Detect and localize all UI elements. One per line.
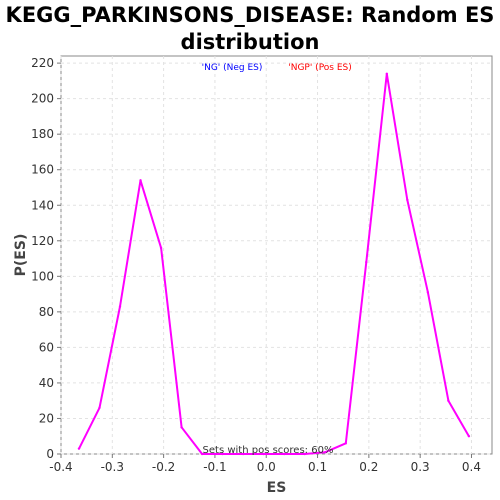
chart-title: KEGG_PARKINSONS_DISEASE: Random ES distr… bbox=[0, 2, 500, 56]
x-tick-label: 0.0 bbox=[257, 460, 276, 474]
y-tick-label: 20 bbox=[39, 411, 54, 425]
data-point bbox=[426, 291, 430, 294]
y-tick-label: 220 bbox=[31, 56, 54, 70]
x-tick-label: -0.1 bbox=[203, 460, 226, 474]
y-tick-label: 140 bbox=[31, 198, 54, 212]
data-point bbox=[200, 452, 204, 456]
data-point bbox=[159, 246, 163, 250]
x-tick-label: 0.4 bbox=[462, 460, 481, 474]
data-point bbox=[180, 426, 183, 429]
series-line bbox=[78, 72, 470, 455]
data-point bbox=[406, 198, 409, 202]
data-point bbox=[324, 451, 327, 454]
y-tick-label: 80 bbox=[39, 305, 54, 319]
y-tick-label: 200 bbox=[31, 92, 54, 106]
pos-scores-annotation: Sets with pos scores: 60% bbox=[203, 445, 334, 456]
data-point bbox=[98, 406, 101, 410]
legend-item: 'NGP' (Pos ES) bbox=[288, 63, 352, 73]
chart-title-line2: distribution bbox=[180, 30, 320, 54]
data-point bbox=[221, 452, 224, 456]
y-tick-label: 160 bbox=[31, 163, 54, 177]
x-axis-title: ES bbox=[267, 480, 287, 496]
data-point bbox=[467, 435, 471, 438]
legend-item: 'NG' (Neg ES) bbox=[202, 63, 263, 73]
data-point bbox=[77, 447, 81, 450]
data-point bbox=[365, 260, 368, 264]
y-tick-label: 0 bbox=[46, 447, 54, 461]
y-tick-label: 40 bbox=[39, 376, 54, 390]
y-tick-label: 180 bbox=[31, 127, 54, 141]
data-point bbox=[139, 179, 142, 182]
y-tick-label: 60 bbox=[39, 340, 54, 354]
x-tick-label: 0.2 bbox=[359, 460, 378, 474]
plot-area bbox=[60, 55, 493, 455]
data-point bbox=[344, 442, 347, 445]
x-tick-label: 0.3 bbox=[411, 460, 430, 474]
series-layer bbox=[77, 72, 471, 456]
data-point bbox=[262, 452, 265, 456]
data-point bbox=[118, 305, 122, 308]
data-point bbox=[385, 72, 389, 75]
data-point bbox=[241, 452, 245, 456]
axes: 0 20 40 60 80 100 120 140 160 180 200 220 -0.4 -0.3 -0… bbox=[31, 56, 481, 474]
chart-title-line1: KEGG_PARKINSONS_DISEASE: Random ES bbox=[5, 3, 495, 27]
data-point bbox=[282, 452, 286, 456]
data-point bbox=[447, 399, 450, 402]
x-tick-label: 0.1 bbox=[308, 460, 327, 474]
x-tick-label: -0.3 bbox=[101, 460, 124, 474]
x-tick-label: -0.2 bbox=[152, 460, 175, 474]
y-axis-title: P(ES) bbox=[13, 234, 29, 277]
x-tick-label: -0.4 bbox=[49, 460, 72, 474]
y-tick-label: 120 bbox=[31, 234, 54, 248]
y-tick-label: 100 bbox=[31, 269, 54, 283]
data-point bbox=[303, 452, 306, 456]
legend: 'NG' (Neg ES) 'NGP' (Pos ES) bbox=[202, 63, 352, 73]
